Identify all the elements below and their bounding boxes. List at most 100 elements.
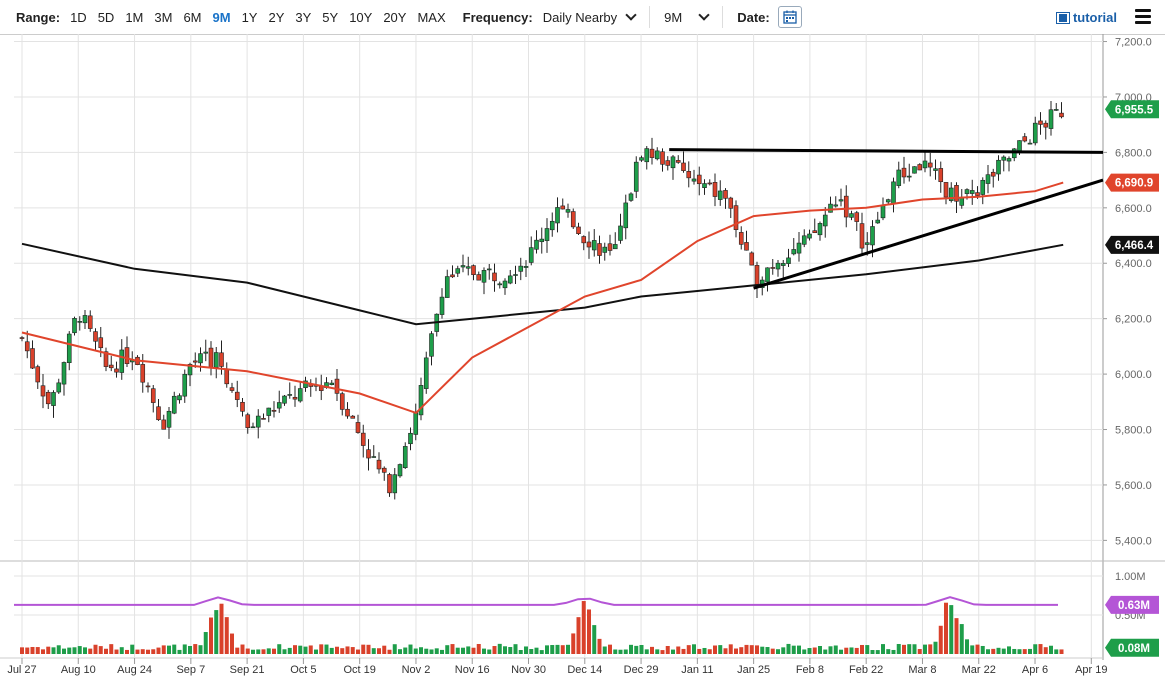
candle-body <box>864 242 870 245</box>
menu-icon[interactable] <box>1135 9 1151 27</box>
volume-bar <box>608 644 612 654</box>
volume-bar <box>356 649 360 654</box>
volume-bar <box>692 644 696 654</box>
volume-bar <box>382 645 387 654</box>
range-1y-button[interactable]: 1Y <box>241 9 258 25</box>
volume-bar <box>235 647 240 654</box>
candle-body <box>948 187 954 201</box>
candle-body <box>103 351 109 367</box>
fast-ma-badge-bg <box>1105 173 1159 192</box>
range-3m-button[interactable]: 3M <box>154 9 173 25</box>
range-10y-button[interactable]: 10Y <box>349 9 373 25</box>
candle-body <box>665 160 671 166</box>
candle-body <box>591 240 597 251</box>
candle-body <box>565 209 571 213</box>
candle-body <box>87 315 93 329</box>
calendar-button[interactable] <box>777 6 802 28</box>
candle-body <box>875 219 881 224</box>
period-dropdown[interactable]: 9M <box>664 9 710 25</box>
candle-body <box>450 274 455 278</box>
volume-bar <box>854 647 859 654</box>
candle-body <box>570 211 576 228</box>
candle-body <box>901 167 907 178</box>
candle-body <box>754 265 760 287</box>
volume-bar <box>350 647 355 654</box>
volume-bar <box>697 648 702 654</box>
volume-bar <box>240 644 245 654</box>
range-5y-button[interactable]: 5Y <box>322 9 339 25</box>
candle-body <box>833 204 839 207</box>
volume-bar <box>959 624 964 654</box>
toolbar: Range: 1D 5D 1M 3M 6M 9M 1Y 2Y 3Y 5Y 10Y… <box>0 0 1165 34</box>
candle-body <box>45 391 51 405</box>
volume-bar <box>482 648 486 654</box>
price-chart[interactable]: 5,400.0 5,600.0 5,800.0 6,000.0 6,200.0 6,400… <box>0 34 1165 687</box>
volume-bar <box>907 644 912 654</box>
volume-bar <box>949 605 954 654</box>
candle-body <box>975 192 980 196</box>
range-6m-button[interactable]: 6M <box>183 9 202 25</box>
volume-bar <box>534 647 539 654</box>
range-3y-button[interactable]: 3Y <box>295 9 312 25</box>
chevron-down-icon <box>698 9 710 21</box>
volume-bar <box>508 647 513 654</box>
tutorial-link[interactable]: tutorial <box>1055 10 1117 25</box>
range-20y-button[interactable]: 20Y <box>383 9 407 25</box>
candle-body <box>329 382 335 385</box>
volume-bar <box>497 643 502 654</box>
volume-bar <box>818 646 822 654</box>
volume-bar <box>928 644 933 654</box>
last-price-badge: 6,955.5 <box>1105 100 1159 119</box>
price-tick-label: 6,400.0 <box>1115 258 1152 270</box>
date-tick-label: Mar 8 <box>908 664 936 676</box>
frequency-dropdown[interactable]: Daily Nearby <box>542 9 637 25</box>
volume-bar <box>639 645 644 654</box>
range-1d-button[interactable]: 1D <box>70 9 87 25</box>
range-5d-button[interactable]: 5D <box>97 9 115 25</box>
volume-bar <box>812 647 817 654</box>
volume-bar <box>429 649 434 654</box>
volume-bar <box>513 644 518 654</box>
candle-body <box>943 182 949 198</box>
volume-bar <box>77 646 82 654</box>
candle-body <box>586 241 592 248</box>
volume-bar <box>944 602 948 654</box>
candle-body <box>250 426 256 429</box>
volume-bar <box>550 645 555 654</box>
range-9m-button[interactable]: 9M <box>212 9 231 25</box>
volume-bar <box>282 649 287 654</box>
candlesticks <box>19 100 1064 500</box>
candle-body <box>476 274 482 281</box>
candle-body <box>402 446 408 469</box>
candle-body <box>1001 156 1007 161</box>
candle-body <box>649 148 655 158</box>
volume-bar <box>293 645 297 654</box>
candle-body <box>786 257 791 264</box>
candle-body <box>859 223 865 249</box>
volume-bar <box>602 646 607 654</box>
volume-bar <box>387 649 392 654</box>
volume-bar <box>335 646 339 654</box>
frequency-value: Daily Nearby <box>542 9 618 25</box>
candle-body <box>192 360 198 363</box>
candle-body <box>597 243 602 256</box>
candle-body <box>66 333 72 363</box>
last-price-badge-text: 6,955.5 <box>1115 104 1154 116</box>
volume-bar <box>172 644 177 654</box>
candle-body <box>486 268 492 271</box>
range-max-button[interactable]: MAX <box>417 9 446 25</box>
candle-body <box>770 267 776 269</box>
volume-bar <box>266 648 271 654</box>
date-tick-label: Feb 22 <box>849 664 883 676</box>
candle-body <box>539 238 545 243</box>
candle-body <box>607 243 613 251</box>
volume-bar <box>660 650 665 654</box>
candle-body <box>702 183 707 188</box>
candle-body <box>371 456 377 458</box>
candle-body <box>224 368 230 385</box>
candle-body <box>423 357 429 389</box>
range-1m-button[interactable]: 1M <box>125 9 144 25</box>
candle-body <box>801 235 807 245</box>
range-2y-button[interactable]: 2Y <box>268 9 285 25</box>
volume-bar <box>83 647 87 654</box>
